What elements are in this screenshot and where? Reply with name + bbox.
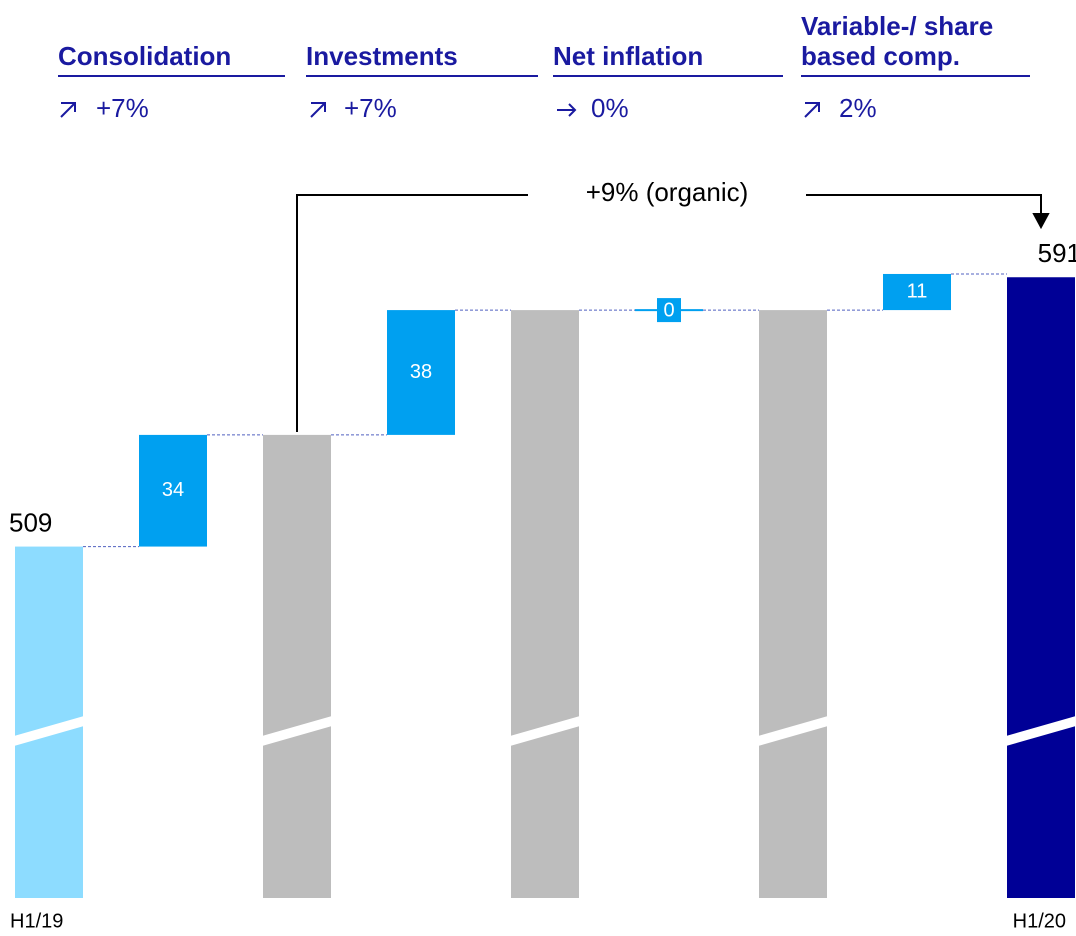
value-label: 11: [907, 280, 928, 302]
value-label: 38: [410, 361, 432, 383]
bar: [759, 310, 827, 898]
annotation-text: +9% (organic): [586, 177, 749, 207]
bar: [883, 273, 951, 311]
bar: [139, 434, 207, 547]
header: [58, 75, 1030, 118]
annotation-arrow: [1032, 213, 1050, 230]
annotation-line: [296, 194, 528, 432]
header-change: +7%: [344, 93, 397, 123]
arrow-up: [310, 102, 326, 118]
value-label: 0: [663, 299, 674, 321]
value-label: 509: [9, 507, 52, 537]
header-change: 2%: [839, 93, 877, 123]
arrow-up: [804, 102, 820, 118]
arrow-up: [60, 102, 76, 118]
header-change: +7%: [96, 93, 149, 123]
axis-break: [14, 716, 84, 746]
arrow-right: [557, 103, 577, 117]
header-title: Investments: [306, 41, 458, 71]
header-change: 0%: [591, 93, 629, 123]
label-box: [657, 298, 681, 323]
axis-break: [262, 716, 332, 746]
annotation-line: [806, 194, 1042, 216]
header-title: Net inflation: [553, 41, 703, 71]
bar: [263, 434, 331, 898]
axis-break: [510, 716, 580, 746]
header-title: Consolidation: [58, 41, 231, 71]
annotation: [296, 194, 1050, 432]
bar: [511, 310, 579, 898]
axis-break: [1006, 716, 1076, 746]
bar: [1007, 277, 1075, 899]
header-title: Variable-/ share: [801, 11, 993, 41]
axis-break: [758, 716, 828, 746]
value-label: 591: [1038, 238, 1076, 268]
bar: [387, 310, 455, 435]
value-label: 34: [162, 479, 184, 501]
header-title: based comp.: [801, 41, 960, 71]
x-tick-label: H1/19: [10, 910, 63, 932]
x-tick-label: H1/20: [1013, 910, 1066, 932]
